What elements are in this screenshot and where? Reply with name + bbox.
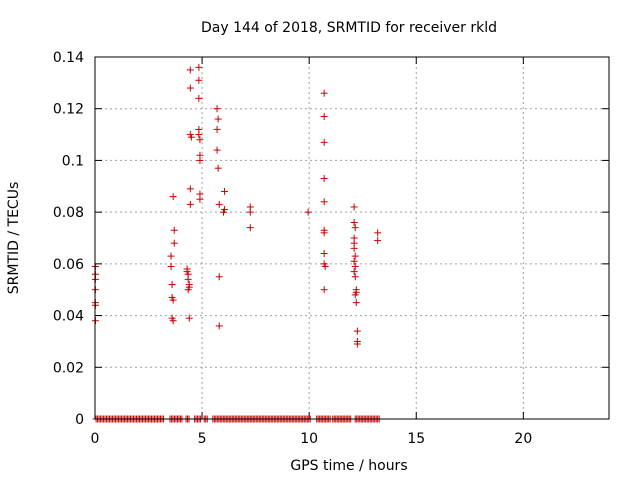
- data-point: [167, 252, 175, 260]
- y-tick-label: 0.04: [53, 309, 84, 325]
- data-point: [168, 281, 176, 289]
- data-point: [195, 94, 203, 102]
- y-tick-label: 0.1: [62, 153, 84, 169]
- y-tick-label: 0: [75, 412, 84, 428]
- data-point: [167, 262, 175, 270]
- data-point: [215, 322, 223, 330]
- data-point: [320, 138, 328, 146]
- data-point: [351, 262, 359, 270]
- x-tick-label: 5: [198, 431, 207, 447]
- data-point: [169, 296, 177, 304]
- x-axis-label: GPS time / hours: [290, 458, 407, 474]
- data-point: [320, 198, 328, 206]
- data-point: [170, 226, 178, 234]
- plot-frame: [94, 56, 610, 420]
- data-point: [353, 340, 361, 348]
- data-point: [350, 268, 358, 276]
- data-point: [350, 244, 358, 252]
- y-tick-label: 0.02: [53, 360, 84, 376]
- y-tick-label: 0.14: [53, 50, 84, 66]
- axes: 0 0.02 0.04 0.06 0.08 0.1 0.12 0.14 0 5 10 15 20: [53, 50, 609, 447]
- data-point: [374, 237, 382, 245]
- data-point: [320, 89, 328, 97]
- data-point: [304, 208, 312, 216]
- data-point: [184, 275, 192, 283]
- data-point: [214, 115, 222, 123]
- data-point: [374, 229, 382, 237]
- data-point: [221, 187, 229, 195]
- data-point: [213, 146, 221, 154]
- grid: [95, 57, 609, 419]
- data-point: [352, 299, 360, 307]
- data-point: [195, 131, 203, 139]
- data-point: [246, 224, 254, 232]
- data-point: [350, 218, 358, 226]
- data-point: [169, 193, 177, 201]
- x-tick-label: 20: [514, 431, 532, 447]
- y-tick-label: 0.06: [53, 257, 84, 273]
- data-point: [320, 229, 328, 237]
- data-point: [195, 63, 203, 71]
- data-point: [351, 224, 359, 232]
- data-point: [186, 185, 194, 193]
- data-point: [353, 327, 361, 335]
- data-point: [186, 84, 194, 92]
- y-tick-label: 0.08: [53, 205, 84, 221]
- data-point: [184, 286, 192, 294]
- data-point: [169, 317, 177, 325]
- data-point: [186, 200, 194, 208]
- data-point: [170, 239, 178, 247]
- data-point: [321, 262, 329, 270]
- data-points: [91, 63, 383, 423]
- data-point: [185, 314, 193, 322]
- data-point: [213, 105, 221, 113]
- data-point: [351, 291, 359, 299]
- data-point: [351, 273, 359, 281]
- y-tick-label: 0.12: [53, 102, 84, 118]
- data-point: [320, 250, 328, 258]
- data-point: [213, 125, 221, 133]
- data-point: [246, 208, 254, 216]
- data-point: [186, 66, 194, 74]
- data-point: [187, 133, 195, 141]
- data-point: [350, 203, 358, 211]
- y-axis-label: SRMTID / TECUs: [6, 182, 22, 295]
- data-point: [195, 76, 203, 84]
- x-tick-label: 15: [407, 431, 425, 447]
- data-point: [215, 200, 223, 208]
- data-point: [196, 156, 204, 164]
- data-point: [196, 136, 204, 144]
- data-point: [215, 273, 223, 281]
- data-point: [196, 195, 204, 203]
- x-tick-label: 0: [91, 431, 100, 447]
- data-point: [220, 208, 227, 216]
- chart-title: Day 144 of 2018, SRMTID for receiver rkl…: [201, 20, 497, 36]
- data-point: [350, 257, 358, 265]
- data-point: [320, 112, 328, 120]
- data-point: [351, 252, 359, 260]
- data-point: [320, 175, 328, 183]
- x-tick-label: 10: [300, 431, 318, 447]
- data-point: [214, 164, 222, 172]
- data-point: [320, 286, 328, 294]
